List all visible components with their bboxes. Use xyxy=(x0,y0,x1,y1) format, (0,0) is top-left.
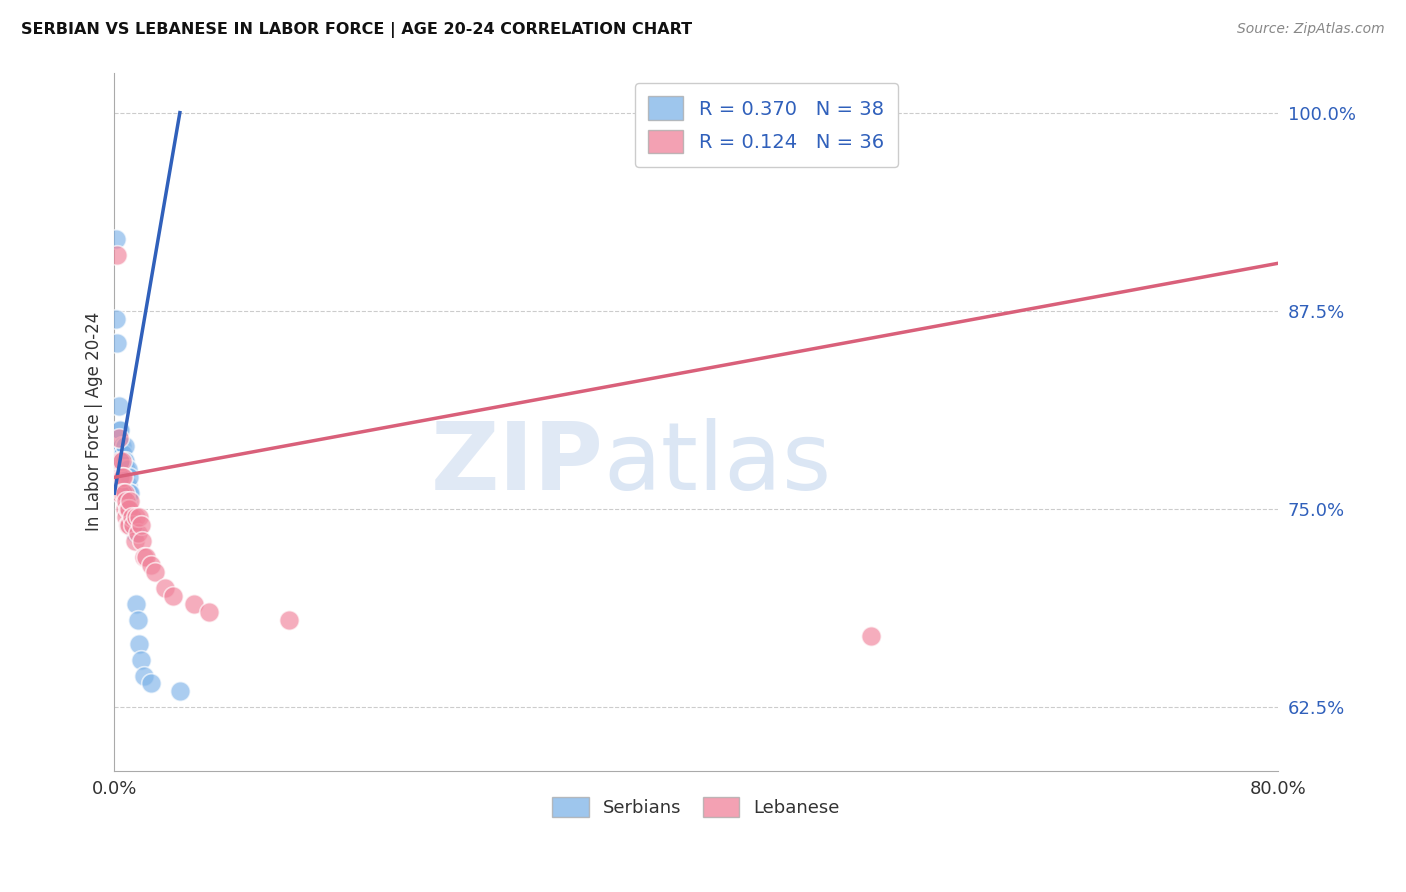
Point xyxy=(111,470,134,484)
Point xyxy=(859,629,882,643)
Point xyxy=(110,446,132,460)
Y-axis label: In Labor Force | Age 20-24: In Labor Force | Age 20-24 xyxy=(86,312,103,532)
Point xyxy=(114,486,136,500)
Point xyxy=(125,597,148,611)
Point xyxy=(112,462,135,476)
Point xyxy=(127,525,149,540)
Point xyxy=(121,510,143,524)
Point xyxy=(114,454,136,468)
Point xyxy=(110,423,132,437)
Point xyxy=(117,478,139,492)
Point xyxy=(110,454,132,468)
Point xyxy=(115,494,138,508)
Point xyxy=(117,494,139,508)
Point xyxy=(111,454,134,468)
Point xyxy=(104,311,127,326)
Point xyxy=(183,597,205,611)
Legend: Serbians, Lebanese: Serbians, Lebanese xyxy=(546,790,848,824)
Point xyxy=(132,549,155,564)
Point xyxy=(110,462,132,476)
Point xyxy=(118,502,141,516)
Point xyxy=(118,486,141,500)
Point xyxy=(110,486,132,500)
Point xyxy=(124,525,146,540)
Point xyxy=(114,439,136,453)
Point xyxy=(104,232,127,246)
Point xyxy=(117,502,139,516)
Point xyxy=(107,446,129,460)
Point xyxy=(117,462,139,476)
Point xyxy=(107,423,129,437)
Point xyxy=(107,399,129,413)
Point xyxy=(128,637,150,651)
Point xyxy=(111,454,134,468)
Point xyxy=(127,613,149,627)
Point xyxy=(115,478,138,492)
Point xyxy=(118,470,141,484)
Point xyxy=(114,502,136,516)
Point xyxy=(111,439,134,453)
Text: atlas: atlas xyxy=(603,417,831,509)
Point xyxy=(107,462,129,476)
Point xyxy=(129,653,152,667)
Point xyxy=(124,533,146,548)
Point xyxy=(122,517,145,532)
Point xyxy=(162,589,184,603)
Point xyxy=(121,510,143,524)
Point xyxy=(115,462,138,476)
Point xyxy=(118,517,141,532)
Point xyxy=(139,558,162,572)
Point xyxy=(132,668,155,682)
Point xyxy=(198,605,221,619)
Point xyxy=(135,549,157,564)
Text: Source: ZipAtlas.com: Source: ZipAtlas.com xyxy=(1237,22,1385,37)
Point xyxy=(131,533,153,548)
Point xyxy=(112,486,135,500)
Point xyxy=(125,510,148,524)
Point xyxy=(129,517,152,532)
Point xyxy=(128,510,150,524)
Point xyxy=(105,335,128,350)
Point xyxy=(112,446,135,460)
Point xyxy=(112,478,135,492)
Point xyxy=(122,517,145,532)
Point xyxy=(143,566,166,580)
Point xyxy=(107,431,129,445)
Point xyxy=(117,517,139,532)
Point xyxy=(112,470,135,484)
Point xyxy=(139,676,162,690)
Text: ZIP: ZIP xyxy=(430,417,603,509)
Text: SERBIAN VS LEBANESE IN LABOR FORCE | AGE 20-24 CORRELATION CHART: SERBIAN VS LEBANESE IN LABOR FORCE | AGE… xyxy=(21,22,692,38)
Point xyxy=(155,582,177,596)
Point xyxy=(111,470,134,484)
Point xyxy=(114,470,136,484)
Point xyxy=(105,248,128,262)
Point xyxy=(120,494,142,508)
Point xyxy=(110,470,132,484)
Point xyxy=(115,510,138,524)
Point xyxy=(114,486,136,500)
Point xyxy=(278,613,301,627)
Point xyxy=(169,684,191,698)
Point xyxy=(120,486,142,500)
